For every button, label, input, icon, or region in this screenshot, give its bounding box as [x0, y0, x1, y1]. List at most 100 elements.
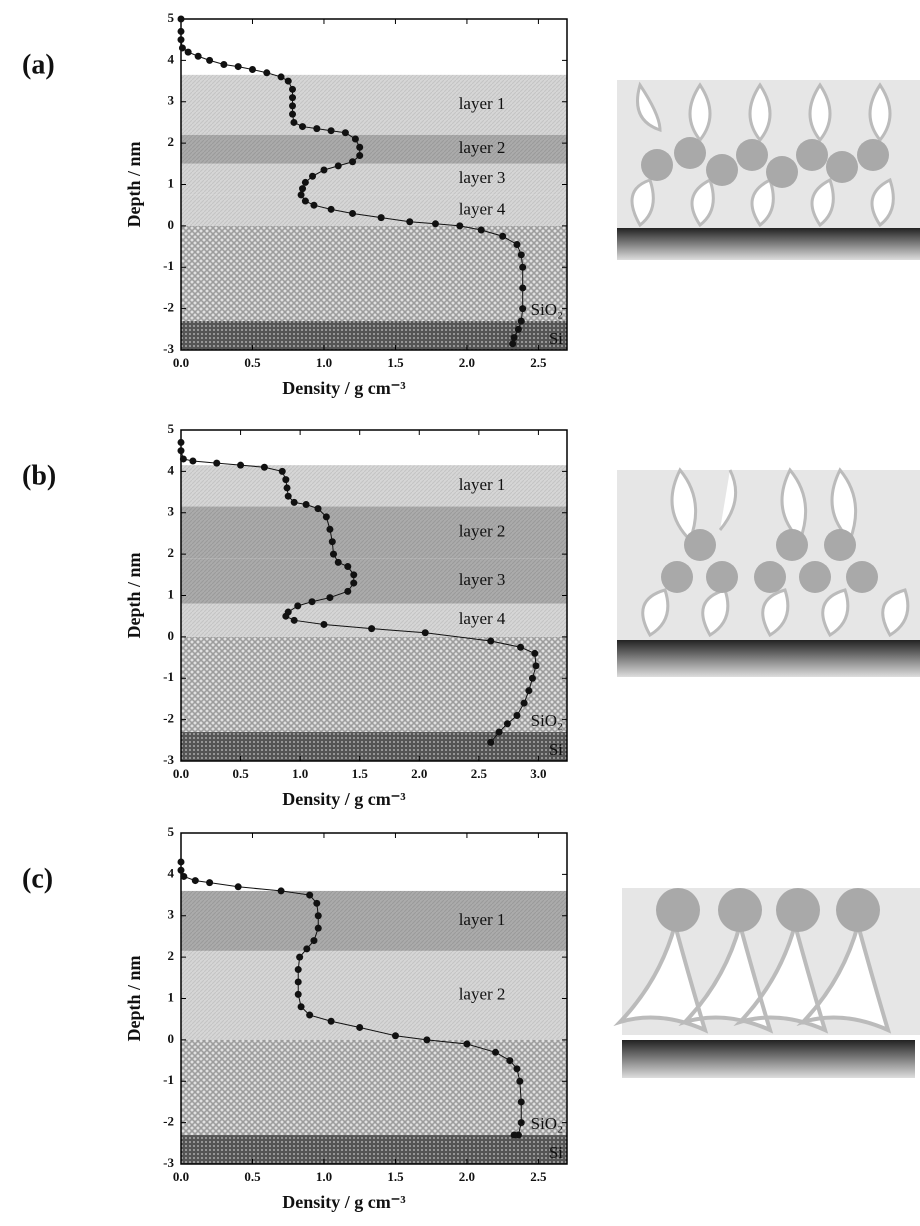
data-point [178, 16, 185, 23]
data-point [309, 173, 316, 180]
data-point [306, 892, 313, 899]
y-tick-label: 4 [168, 462, 175, 477]
data-point [296, 954, 303, 961]
data-point [289, 94, 296, 101]
x-axis-title: Density / g cm⁻³ [282, 378, 406, 398]
y-tick-label: 3 [168, 907, 175, 922]
data-point [235, 883, 242, 890]
data-point [329, 538, 336, 545]
region-label: SiO₂ [531, 1114, 563, 1133]
data-point [422, 629, 429, 636]
x-tick-label: 0.0 [173, 766, 189, 781]
region-label: layer 1 [459, 94, 506, 113]
data-point [350, 580, 357, 587]
data-point [504, 720, 511, 727]
data-point [291, 617, 298, 624]
data-point [335, 559, 342, 566]
y-tick-label: 2 [168, 545, 175, 560]
data-point [326, 526, 333, 533]
y-tick-label: -1 [163, 669, 174, 684]
data-point [299, 123, 306, 130]
data-point [179, 44, 186, 51]
data-point [213, 460, 220, 467]
region [181, 321, 567, 350]
x-tick-label: 1.5 [387, 1169, 404, 1184]
data-point [513, 1065, 520, 1072]
data-point [506, 1057, 513, 1064]
x-tick-label: 1.0 [316, 355, 332, 370]
data-point [320, 167, 327, 174]
data-point [237, 462, 244, 469]
region [181, 951, 567, 1040]
y-tick-label: -2 [163, 300, 174, 315]
data-point [423, 1036, 430, 1043]
region-label: SiO₂ [531, 300, 563, 319]
y-tick-label: -2 [163, 1114, 174, 1129]
data-point [189, 458, 196, 465]
y-tick-label: 5 [168, 10, 175, 25]
data-point [310, 202, 317, 209]
data-point [261, 464, 268, 471]
figure: layer 1 layer 2 layer 3 layer 4 SiO₂ Si -3 -2 -1… [0, 0, 920, 1226]
data-point [278, 887, 285, 894]
data-point [518, 318, 525, 325]
data-point [282, 476, 289, 483]
data-point [519, 264, 526, 271]
x-tick-label: 1.5 [387, 355, 404, 370]
x-tick-label: 0.5 [244, 355, 261, 370]
y-tick-label: -3 [163, 752, 174, 767]
region-label: layer 3 [459, 570, 506, 589]
region-label: Si [549, 740, 563, 759]
data-point [192, 877, 199, 884]
data-point [290, 119, 297, 126]
data-point [178, 28, 185, 35]
y-tick-label: -3 [163, 341, 174, 356]
x-tick-label: 2.5 [471, 766, 488, 781]
y-tick-label: 1 [168, 989, 175, 1004]
region-label: layer 1 [459, 475, 506, 494]
page: {"chart_data": [ {"type": "line", "panel… [0, 0, 920, 1226]
data-point [235, 63, 242, 70]
data-point [289, 86, 296, 93]
data-point [315, 505, 322, 512]
data-point [349, 210, 356, 217]
region-label: layer 2 [459, 984, 506, 1003]
region [181, 732, 567, 761]
data-point [328, 1018, 335, 1025]
data-point [533, 662, 540, 669]
region-label: layer 4 [459, 199, 506, 218]
data-point [313, 125, 320, 132]
data-point [349, 158, 356, 165]
data-point [519, 284, 526, 291]
data-point [206, 57, 213, 64]
data-point [496, 729, 503, 736]
schematic-a [617, 80, 920, 260]
data-point [432, 220, 439, 227]
data-point [356, 152, 363, 159]
region-label: layer 1 [459, 910, 506, 929]
x-tick-label: 0.5 [232, 766, 249, 781]
y-tick-label: 5 [168, 421, 175, 436]
data-point [513, 241, 520, 248]
region [181, 75, 567, 135]
data-point [310, 937, 317, 944]
region-label: SiO₂ [531, 711, 563, 730]
data-point [303, 501, 310, 508]
data-point [303, 945, 310, 952]
data-point [291, 499, 298, 506]
data-point [302, 198, 309, 205]
data-point [356, 144, 363, 151]
x-tick-label: 0.5 [244, 1169, 261, 1184]
y-tick-label: 3 [168, 93, 175, 108]
schematic-c [620, 888, 920, 1078]
data-point [328, 127, 335, 134]
x-axis-title: Density / g cm⁻³ [282, 789, 406, 809]
data-point [285, 78, 292, 85]
panel-label: (b) [22, 460, 56, 491]
schematic-b [617, 470, 920, 677]
x-tick-label: 0.0 [173, 1169, 189, 1184]
x-axis-title: Density / g cm⁻³ [282, 1192, 406, 1212]
data-point [285, 493, 292, 500]
y-tick-label: 2 [168, 134, 175, 149]
